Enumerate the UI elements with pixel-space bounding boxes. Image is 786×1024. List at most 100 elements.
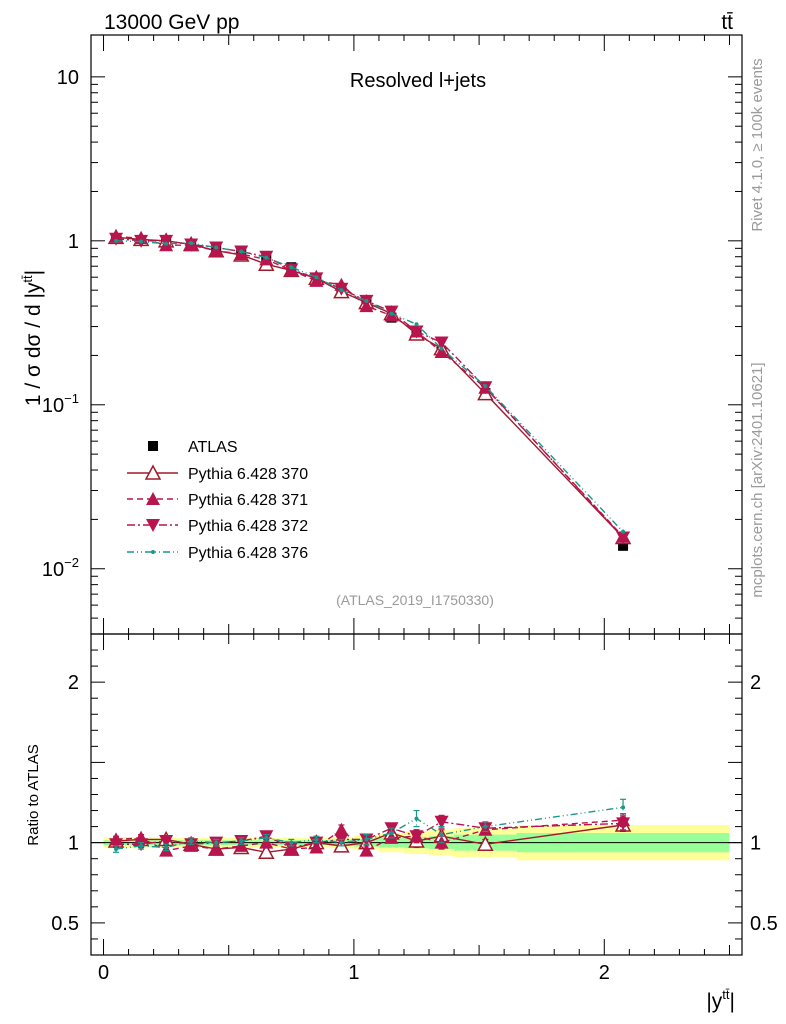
plot-title: Resolved l+jets <box>350 70 486 92</box>
main-y-tick-exp: −2 <box>64 555 79 570</box>
legend-label-atlas: ATLAS <box>188 439 238 456</box>
ratio-point-p376 <box>114 847 119 852</box>
ratio-point-p376 <box>339 840 344 845</box>
analysis-tag: (ATLAS_2019_I1750330) <box>336 592 494 608</box>
main-point-p372 <box>409 325 424 339</box>
main-point-p376 <box>483 384 488 389</box>
main-point-p376 <box>414 322 419 327</box>
legend-marker-372 <box>146 519 160 532</box>
main-y-tick-label: 10 <box>57 67 79 89</box>
legend-marker-370 <box>144 464 162 480</box>
main-point-p376 <box>364 298 369 303</box>
ratio-point-p376 <box>214 840 219 845</box>
x-tick-label: 2 <box>599 962 610 984</box>
ratio-point-p376 <box>314 837 319 842</box>
main-point-p376 <box>439 346 444 351</box>
main-point-p372 <box>616 531 631 545</box>
ratio-y-tick-label: 1 <box>68 833 79 855</box>
ratio-y-tick-label-right: 2 <box>750 672 761 694</box>
ratio-point-p372 <box>284 841 299 855</box>
legend-entry-372: Pythia 6.428 372 <box>127 518 308 535</box>
main-y-tick-base: 10 <box>57 67 79 89</box>
main-line-p371 <box>116 235 624 538</box>
ratio-point-p376 <box>239 839 244 844</box>
legend: ATLAS Pythia 6.428 370 Pythia 6.428 371 … <box>127 439 308 562</box>
legend-marker-371 <box>146 492 160 505</box>
ratio-y-axis-label: Ratio to ATLAS <box>25 744 42 845</box>
ratio-y-tick-label: 2 <box>68 672 79 694</box>
main-y-tick-label: 10−2 <box>42 555 79 581</box>
legend-label-376: Pythia 6.428 376 <box>188 545 308 562</box>
legend-entry-370: Pythia 6.428 370 <box>127 464 308 483</box>
ratio-point-p376 <box>139 843 144 848</box>
ratio-point-p372 <box>616 817 631 831</box>
main-line-p372 <box>115 238 624 539</box>
main-y-tick-base: 1 <box>68 231 79 253</box>
ratio-point-p371 <box>334 822 349 836</box>
main-point-p376 <box>189 240 194 245</box>
ratio-y-tick-label: 0.5 <box>51 913 79 935</box>
main-point-p376 <box>139 239 144 244</box>
main-point-p376 <box>289 265 294 270</box>
main-series-p376 <box>114 238 626 534</box>
main-y-tick-label: 10−1 <box>42 391 79 417</box>
process-label: tt̄ <box>721 11 733 34</box>
main-point-p376 <box>339 288 344 293</box>
chart-marks <box>107 228 632 860</box>
mcplots-label: mcplots.cern.ch [arXiv:2401.10621] <box>749 362 766 597</box>
main-y-axis-label-sup: tt̄ <box>20 275 35 283</box>
main-point-atlas <box>618 540 629 551</box>
legend-entry-376: Pythia 6.428 376 <box>127 545 308 562</box>
legend-entry-atlas: ATLAS <box>148 439 238 456</box>
main-y-tick-base: 10 <box>42 559 64 581</box>
ratio-point-p372 <box>109 838 124 852</box>
legend-label-371: Pythia 6.428 371 <box>188 492 308 509</box>
x-axis-label-text: |y <box>706 990 722 1013</box>
ratio-point-p372 <box>159 835 174 849</box>
x-axis-label: |ytt̄| <box>706 987 735 1013</box>
x-tick-label: 1 <box>348 962 359 984</box>
ratio-point-p371 <box>359 843 374 857</box>
main-point-p376 <box>164 241 169 246</box>
main-point-p376 <box>314 275 319 280</box>
main-y-tick-base: 10 <box>42 395 64 417</box>
ratio-point-p376 <box>621 805 626 810</box>
ratio-point-p376 <box>264 835 269 840</box>
rivet-version-label: Rivet 4.1.0, ≥ 100k events <box>749 58 766 231</box>
main-y-tick-exp: −1 <box>64 391 79 406</box>
main-y-axis-label-close: | <box>22 270 45 275</box>
collision-label: 13000 GeV pp <box>104 11 239 34</box>
ratio-point-p376 <box>164 845 169 850</box>
main-y-axis-label-text: 1 / σ dσ / d |y <box>22 282 45 406</box>
main-point-p376 <box>214 245 219 250</box>
ratio-point-p372 <box>409 830 424 844</box>
legend-label-372: Pythia 6.428 372 <box>188 518 308 535</box>
ratio-point-p376 <box>483 824 488 829</box>
legend-label-370: Pythia 6.428 370 <box>188 466 308 483</box>
ratio-point-p376 <box>364 837 369 842</box>
legend-marker-376 <box>151 550 155 554</box>
x-axis-label-sup: tt̄ <box>722 987 730 1002</box>
main-point-p371 <box>434 344 449 358</box>
main-y-tick-label: 1 <box>68 231 79 253</box>
ratio-point-p370 <box>258 843 275 860</box>
main-point-p372 <box>284 263 299 277</box>
main-point-p376 <box>239 249 244 254</box>
legend-marker-atlas <box>148 441 158 451</box>
x-axis-label-close: | <box>730 990 735 1013</box>
ratio-point-p376 <box>389 831 394 836</box>
main-line-p376 <box>116 240 624 533</box>
ratio-panel-frame <box>90 633 743 956</box>
ratio-point-p376 <box>414 816 419 821</box>
main-point-p376 <box>264 255 269 260</box>
main-point-p372 <box>159 234 174 248</box>
main-point-p376 <box>114 238 119 243</box>
ratio-line-p372 <box>116 821 624 849</box>
x-tick-label: 0 <box>98 962 109 984</box>
ratio-line-p371 <box>115 819 624 852</box>
ratio-y-tick-label-right: 1 <box>750 833 761 855</box>
ratio-point-p372 <box>434 815 449 829</box>
main-point-p372 <box>434 336 449 350</box>
legend-entry-371: Pythia 6.428 371 <box>127 492 308 509</box>
